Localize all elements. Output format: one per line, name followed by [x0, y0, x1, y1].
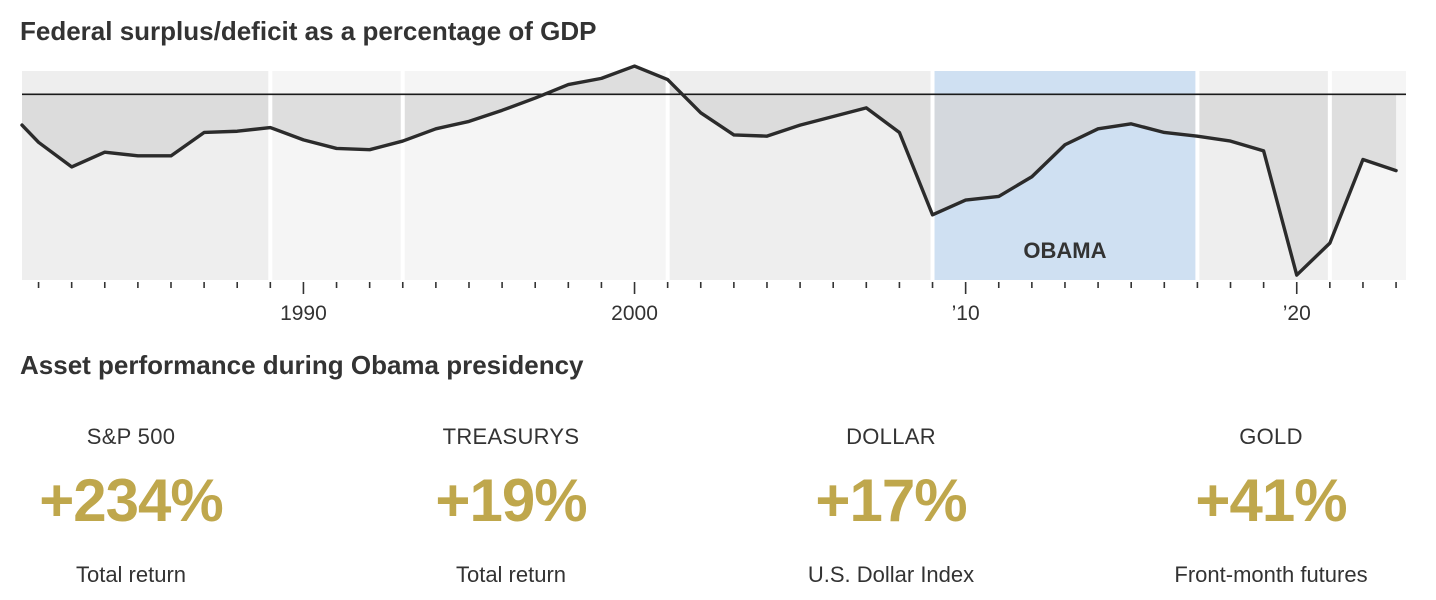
tick-label: ’10	[952, 302, 980, 325]
data-point	[566, 83, 570, 87]
data-point	[1229, 139, 1233, 143]
data-point	[997, 194, 1001, 198]
data-point	[1361, 158, 1365, 162]
kpi-label: TREASURYS	[442, 424, 580, 449]
band-labels: OBAMA	[1023, 238, 1106, 263]
data-point	[831, 114, 835, 118]
kpi-treasurys: TREASURYS +19% Total return	[351, 424, 671, 588]
kpi-dollar: DOLLAR +17% U.S. Dollar Index	[731, 424, 1051, 588]
tick-label: ’20	[1283, 302, 1311, 325]
chart-title: Federal surplus/deficit as a percentage …	[20, 16, 597, 46]
deficit-chart: 1990 2000 ’10 ’20 OBAMA	[20, 64, 1406, 325]
deficit-series-line	[20, 64, 1398, 277]
deficit-area-fill	[22, 66, 1397, 276]
kpi-label: S&P 500	[86, 424, 176, 449]
data-point	[37, 140, 41, 144]
x-axis-ticks	[37, 282, 1397, 294]
data-point	[335, 146, 339, 150]
kpi-note: Total return	[75, 562, 187, 587]
data-point	[1063, 143, 1067, 147]
data-point	[1394, 169, 1398, 173]
data-point	[533, 96, 537, 100]
data-point	[434, 127, 438, 131]
kpi-value: +19%	[435, 467, 587, 534]
data-point	[70, 165, 74, 169]
kpi-value: +17%	[815, 467, 967, 534]
data-point	[1262, 149, 1266, 153]
data-point	[897, 130, 901, 134]
data-point	[202, 130, 206, 134]
data-point	[699, 111, 703, 115]
data-point	[1030, 175, 1034, 179]
kpi-label: DOLLAR	[846, 424, 936, 449]
kpi-value: +41%	[1195, 467, 1347, 534]
data-point	[103, 150, 107, 154]
data-point	[1129, 122, 1133, 126]
data-point	[136, 154, 140, 158]
data-point	[401, 139, 405, 143]
tick-label: 1990	[280, 302, 327, 325]
data-point	[732, 133, 736, 137]
data-point	[1162, 130, 1166, 134]
kpi-value: +234%	[39, 467, 224, 534]
data-point	[368, 148, 372, 152]
tick-label: 2000	[611, 302, 658, 325]
x-axis-tick-labels: 1990 2000 ’10 ’20	[280, 302, 1311, 325]
data-point	[1295, 273, 1299, 277]
kpi-note: Total return	[455, 562, 567, 587]
data-point	[467, 119, 471, 123]
kpi-sp500: S&P 500 +234% Total return	[0, 424, 291, 588]
data-point	[666, 78, 670, 82]
data-point	[798, 123, 802, 127]
kpi-note: Front-month futures	[1174, 562, 1368, 587]
data-point	[20, 123, 24, 127]
data-point	[268, 126, 272, 130]
data-point	[964, 198, 968, 202]
data-point	[1096, 127, 1100, 131]
data-point	[931, 213, 935, 217]
data-point	[633, 64, 637, 68]
band-label: OBAMA	[1023, 238, 1106, 263]
data-point	[301, 138, 305, 142]
data-point	[1328, 241, 1332, 245]
data-point	[599, 76, 603, 80]
performance-title: Asset performance during Obama presidenc…	[20, 350, 584, 380]
data-point	[235, 129, 239, 133]
data-point	[169, 154, 173, 158]
kpi-label: GOLD	[1239, 424, 1303, 449]
kpi-gold: GOLD +41% Front-month futures	[1111, 424, 1431, 588]
data-point	[765, 134, 769, 138]
data-point	[1195, 134, 1199, 138]
kpi-note: U.S. Dollar Index	[807, 562, 975, 587]
data-point	[500, 108, 504, 112]
data-point	[864, 106, 868, 110]
